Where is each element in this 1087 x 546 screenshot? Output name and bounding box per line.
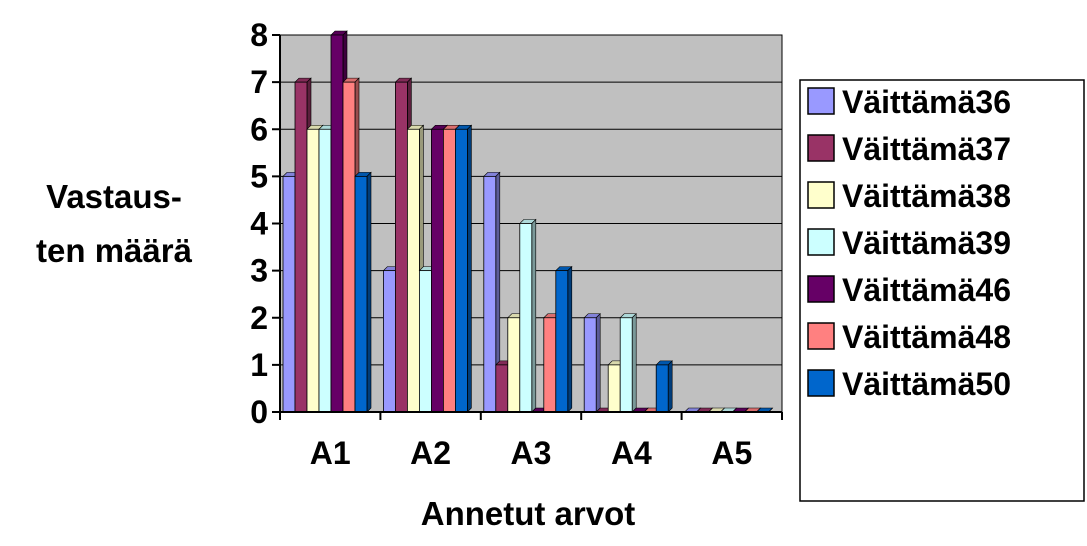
x-tick-label: A5	[711, 435, 752, 471]
axes	[272, 34, 783, 420]
legend-item: Väittämä46	[807, 272, 1011, 308]
x-tick-label: A4	[611, 435, 652, 471]
legend-item: Väittämä37	[807, 131, 1011, 167]
y-tick-label: 5	[250, 158, 268, 194]
legend: Väittämä36 Väittämä37 Väittämä38 Väittämä39…	[799, 79, 1085, 502]
legend-item: Väittämä39	[807, 225, 1011, 261]
legend-item: Väittämä48	[807, 319, 1011, 355]
legend-label: Väittämä36	[842, 84, 1011, 120]
legend-label: Väittämä50	[842, 366, 1011, 402]
legend-label: Väittämä38	[842, 178, 1011, 214]
x-tick-label: A2	[410, 435, 451, 471]
legend-swatch	[807, 275, 835, 303]
legend-swatch	[807, 181, 835, 209]
y-axis-label-line1: Vastaus-	[46, 178, 182, 215]
y-tick-label: 7	[250, 64, 268, 100]
legend-label: Väittämä48	[842, 319, 1011, 355]
x-tick-labels: A1 A2 A3 A4 A5	[310, 435, 753, 471]
x-tick-label: A1	[310, 435, 351, 471]
y-tick-label: 8	[250, 17, 268, 53]
legend-swatch	[807, 369, 835, 397]
legend-label: Väittämä37	[842, 131, 1011, 167]
bar	[354, 171, 372, 413]
legend-swatch	[807, 322, 835, 350]
x-axis-label: Annetut arvot	[421, 495, 636, 532]
bars	[282, 30, 774, 413]
legend-swatch	[807, 87, 835, 115]
bar	[583, 313, 601, 413]
legend-label: Väittämä46	[842, 272, 1011, 308]
bar	[655, 360, 673, 413]
y-tick-label: 0	[250, 394, 268, 430]
y-tick-label: 4	[250, 206, 268, 242]
legend-box	[799, 79, 1085, 502]
y-tick-label: 2	[250, 300, 268, 336]
bar	[454, 124, 473, 413]
bar	[619, 313, 637, 413]
bar	[519, 218, 537, 413]
y-tick-labels: 0 1 2 3 4 5 6 7 8	[250, 17, 268, 430]
x-tick-label: A3	[511, 435, 552, 471]
y-tick-label: 6	[250, 111, 268, 147]
legend-item: Väittämä36	[807, 84, 1011, 120]
legend-swatch	[807, 134, 835, 162]
legend-item: Väittämä38	[807, 178, 1011, 214]
y-axis-label-line2: ten määrä	[36, 232, 193, 269]
y-tick-label: 3	[250, 253, 268, 289]
legend-swatch	[807, 228, 835, 256]
bar	[483, 171, 501, 413]
y-tick-label: 1	[250, 347, 268, 383]
bar	[555, 265, 573, 413]
legend-label: Väittämä39	[842, 225, 1011, 261]
legend-item: Väittämä50	[807, 366, 1011, 402]
